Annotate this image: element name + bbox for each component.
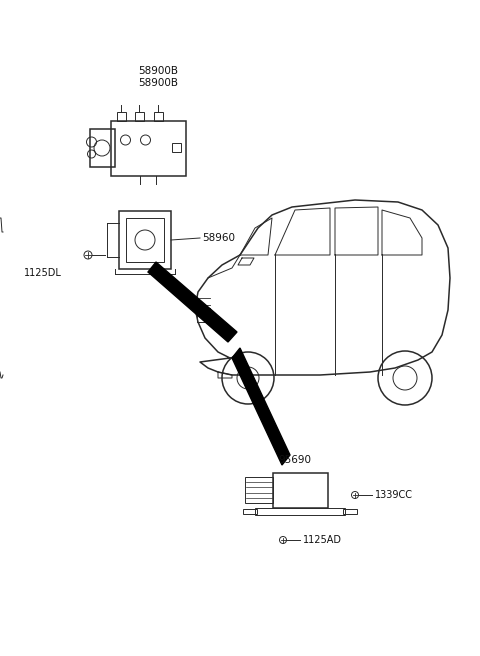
Text: 58960: 58960 [202,233,235,243]
Bar [117,112,125,121]
Polygon shape [232,348,290,465]
Bar [126,218,164,262]
Bar [273,472,327,508]
Text: 95690: 95690 [278,455,311,465]
Bar [244,477,273,503]
Bar [134,112,144,121]
Bar [110,121,185,176]
Bar [343,508,357,514]
Text: 58900B
58900B: 58900B 58900B [138,66,178,88]
Bar [255,508,345,514]
Text: 1125DL: 1125DL [24,268,62,278]
Bar [154,112,163,121]
Polygon shape [148,262,237,342]
Bar [119,211,171,269]
Text: 1339CC: 1339CC [375,490,413,500]
Bar [171,143,180,152]
Bar [89,129,115,167]
Text: 1125AD: 1125AD [303,535,342,545]
Bar [243,508,257,514]
